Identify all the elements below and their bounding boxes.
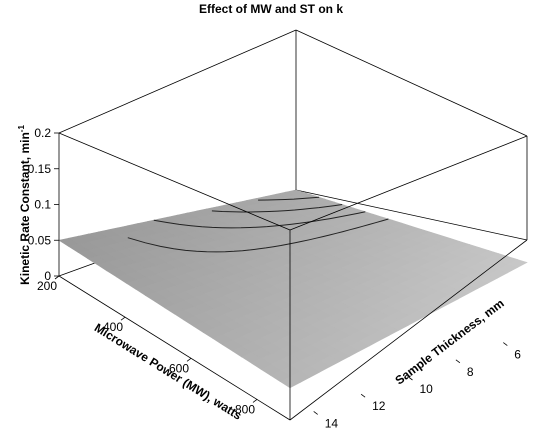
contour-line [153, 211, 366, 229]
z-tick-label: 0.2 [34, 126, 51, 140]
y-tick-label: 8 [467, 365, 474, 379]
box-edge [295, 189, 528, 241]
x-tick-label: 400 [103, 320, 123, 334]
ticks-layer: 0 0.05 0.1 0.15 0.2 200 400 600 800 6 8 10 12 14 [28, 126, 522, 430]
y-tick-label: 14 [325, 416, 339, 430]
box-edge [58, 132, 291, 231]
x-tick [186, 357, 192, 362]
box-edge [58, 275, 291, 421]
y-tick [503, 342, 508, 346]
box-edge [295, 29, 528, 137]
contour-line [258, 196, 320, 201]
x-tick-label: 600 [169, 361, 189, 375]
z-tick-label: 0.15 [28, 162, 52, 176]
z-axis-label-superscript: -1 [17, 125, 26, 133]
y-tick [408, 376, 413, 381]
box-front [58, 132, 528, 421]
y-tick [313, 411, 318, 415]
x-tick [54, 275, 60, 280]
chart-title: Effect of MW and ST on k [199, 2, 343, 16]
surface-layer [58, 189, 528, 389]
z-tick-label: 0 [44, 269, 51, 283]
x-tick-label: 800 [235, 402, 255, 416]
y-tick [455, 359, 461, 364]
z-tick-label: 0.05 [28, 233, 52, 247]
z-tick-label: 0.1 [34, 198, 51, 212]
box-edge [289, 135, 528, 231]
y-tick-label: 12 [372, 399, 386, 413]
x-tick [252, 399, 258, 403]
y-tick-label: 6 [514, 348, 521, 362]
z-axis-label-main: Kinetic Rate Constant, min [18, 132, 32, 285]
y-tick [360, 393, 366, 398]
box-edge [289, 239, 528, 421]
y-tick-label: 10 [420, 382, 434, 396]
box-edge [58, 29, 297, 134]
contour-line [211, 204, 343, 213]
x-tick [120, 316, 126, 321]
x-tick-label: 200 [37, 279, 57, 293]
contour-line [127, 218, 389, 253]
z-axis-label: Kinetic Rate Constant, min-1 [17, 125, 32, 285]
